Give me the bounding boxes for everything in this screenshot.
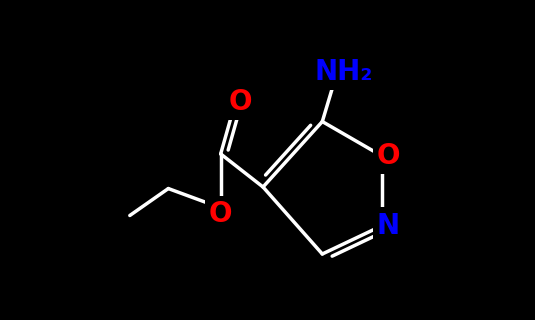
Text: O: O (209, 200, 232, 228)
Text: N: N (377, 212, 400, 239)
Text: NH₂: NH₂ (315, 58, 373, 86)
Text: O: O (377, 142, 400, 170)
Text: O: O (228, 88, 251, 116)
